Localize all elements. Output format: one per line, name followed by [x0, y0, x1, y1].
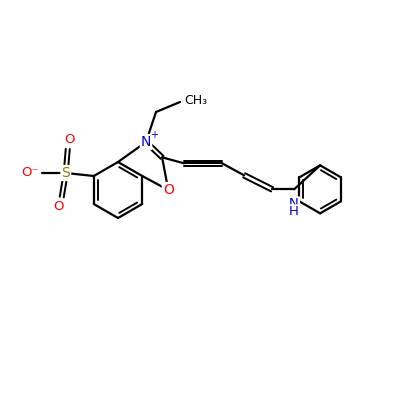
Text: S: S: [61, 166, 70, 180]
Text: N: N: [141, 135, 151, 149]
Text: N: N: [289, 197, 299, 210]
Text: O: O: [54, 200, 64, 213]
Text: O⁻: O⁻: [21, 166, 39, 180]
Text: CH₃: CH₃: [184, 94, 207, 106]
Text: O: O: [163, 183, 174, 197]
Text: O: O: [64, 133, 75, 146]
Text: +: +: [150, 130, 158, 140]
Text: H: H: [289, 205, 299, 218]
